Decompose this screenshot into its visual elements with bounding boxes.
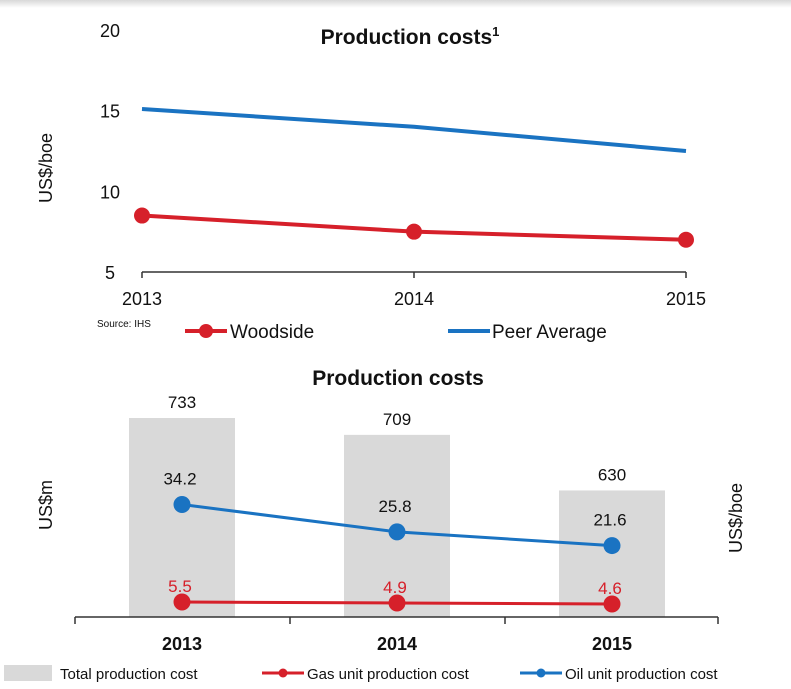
gas-data-point [388, 594, 406, 612]
legend: Total production cost Gas unit production… [4, 665, 718, 683]
bar [344, 434, 450, 617]
bar [129, 418, 235, 617]
data-point [406, 223, 422, 240]
gas-data-point [173, 593, 191, 611]
x-axis [141, 271, 687, 278]
x-tick-label: 2015 [666, 289, 706, 309]
legend-marker [199, 324, 213, 338]
gas-value-label: 4.6 [598, 579, 622, 598]
bar [559, 490, 665, 617]
y-tick-labels: 5 10 15 20 [100, 21, 120, 283]
x-tick-label: 2013 [122, 289, 162, 309]
legend-marker [278, 668, 288, 678]
legend-label: Peer Average [492, 322, 607, 343]
x-tick-label: 2013 [162, 634, 202, 654]
legend-label: Total production cost [60, 666, 198, 683]
x-tick-label: 2014 [394, 289, 434, 309]
chart-title-text: Production costs [321, 26, 493, 49]
x-tick-labels: 2013 2014 2015 [162, 634, 632, 654]
chart-title: Production costs [312, 367, 484, 390]
y-tick-label: 10 [100, 182, 120, 202]
y-axis-label-left: US$m [36, 480, 56, 530]
x-tick-label: 2015 [592, 634, 632, 654]
x-tick-label: 2014 [377, 634, 417, 654]
gas-data-point [603, 595, 621, 613]
x-tick-labels: 2013 2014 2015 [122, 289, 706, 309]
bar-value-label: 630 [598, 465, 626, 484]
oil-value-label: 34.2 [163, 470, 196, 489]
gas-value-label: 5.5 [168, 577, 192, 596]
data-point [134, 207, 150, 224]
bars: 733 709 630 [129, 393, 665, 617]
chart-title-superscript: 1 [492, 24, 499, 39]
y-axis-label-right: US$/boe [726, 483, 746, 553]
legend-swatch [4, 665, 52, 681]
oil-data-point [388, 523, 406, 541]
source-note: Source: IHS [97, 319, 151, 330]
y-tick-label: 20 [100, 21, 120, 41]
x-axis [74, 616, 719, 624]
y-tick-label: 15 [100, 102, 120, 122]
line-series: 34.2 25.8 21.6 5.5 4.9 4.6 [163, 470, 627, 613]
top-shadow [0, 0, 791, 8]
bar-value-label: 709 [383, 410, 411, 429]
gas-cost-line [181, 600, 613, 606]
y-tick-label: 5 [105, 263, 115, 283]
oil-data-point [603, 537, 621, 555]
chart-title: Production costs1 [321, 24, 500, 49]
gas-value-label: 4.9 [383, 578, 407, 597]
legend-label: Woodside [230, 322, 314, 343]
series-line-peer-average [141, 107, 687, 153]
data-point [678, 231, 694, 248]
oil-value-label: 21.6 [593, 511, 626, 530]
bar-value-label: 733 [168, 393, 196, 412]
legend-marker [536, 668, 546, 678]
legend-label: Oil unit production cost [565, 666, 718, 683]
legend-label: Gas unit production cost [307, 666, 470, 683]
oil-value-label: 25.8 [378, 497, 411, 516]
series-group [134, 107, 694, 248]
oil-cost-line [181, 503, 613, 548]
oil-data-point [173, 496, 191, 514]
y-axis-label: US$/boe [36, 133, 56, 203]
legend: Woodside Peer Average [185, 322, 607, 343]
